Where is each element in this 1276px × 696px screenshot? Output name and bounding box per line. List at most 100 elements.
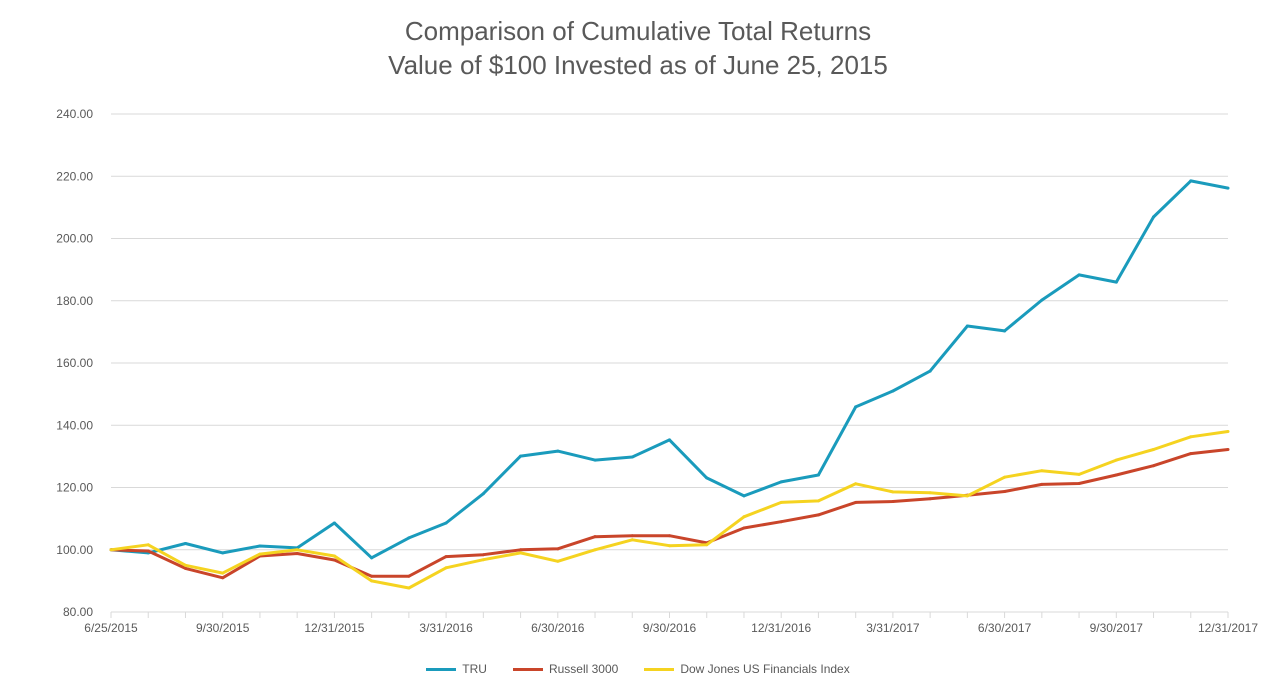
data-point [705,543,709,547]
legend-swatch [426,667,457,671]
data-point [481,558,485,562]
y-tick-label: 220.00 [56,169,93,183]
legend-label: Dow Jones US Financials Index [680,662,850,676]
data-point [221,576,225,580]
x-tick-label: 12/31/2017 [1198,621,1258,635]
data-point [1003,329,1007,333]
data-point [407,574,411,578]
data-point [370,579,374,583]
data-point [668,438,671,442]
data-point [742,526,746,530]
data-point [556,449,560,453]
data-point [854,482,858,486]
y-tick-label: 180.00 [56,294,93,308]
data-point [1152,464,1156,468]
y-tick-label: 200.00 [56,232,93,246]
data-point [1040,298,1044,302]
data-point [854,405,858,409]
y-tick-label: 240.00 [56,107,93,121]
data-point [332,558,336,562]
data-point [630,455,634,459]
data-point [1077,481,1081,485]
x-tick-label: 3/31/2017 [866,621,920,635]
data-point [221,551,225,555]
data-point [519,548,523,552]
data-point [891,490,895,494]
data-point [630,538,634,542]
data-point [891,500,895,504]
data-point [779,520,783,524]
chart-title-block: Comparison of Cumulative Total Returns V… [0,14,1276,82]
data-point [928,369,932,373]
y-tick-label: 80.00 [63,605,93,619]
data-point [444,566,448,570]
data-point [779,500,783,504]
data-point [965,324,969,328]
x-tick-label: 6/30/2017 [978,621,1032,635]
legend-item: TRU [426,662,487,676]
data-point [295,548,299,552]
y-tick-label: 120.00 [56,481,93,495]
data-point [370,556,374,560]
data-point [928,491,932,495]
data-point [1189,435,1193,439]
data-point [593,535,597,539]
data-point [1114,473,1118,477]
data-point [668,534,671,538]
legend-swatch [644,667,675,671]
data-point [556,559,560,563]
series-line-russell-3000 [110,448,1229,580]
data-point [481,553,485,557]
x-tick-label: 9/30/2016 [643,621,697,635]
data-point [556,547,560,551]
data-point [519,454,523,458]
data-point [1003,490,1007,494]
data-point [1077,273,1081,277]
legend-item: Dow Jones US Financials Index [644,662,850,676]
data-point [705,476,709,480]
data-point [1114,280,1118,284]
data-point [593,458,597,462]
data-point [109,548,113,552]
data-point [407,536,411,540]
data-point [668,544,671,548]
data-point [519,551,523,555]
data-point [1152,448,1156,452]
x-tick-label: 9/30/2017 [1090,621,1144,635]
chart-title: Comparison of Cumulative Total Returns [404,16,872,46]
data-point [965,494,969,498]
data-point [630,534,634,538]
data-point [1077,472,1081,476]
data-point [816,513,820,517]
x-tick-label: 6/30/2016 [531,621,585,635]
legend-item: Russell 3000 [512,662,619,676]
data-point [370,574,374,578]
data-point [1040,469,1044,473]
data-point [444,521,448,525]
data-point [891,389,895,393]
data-point [258,544,262,548]
series-line-dow-jones-us-financials-index [110,430,1229,590]
data-point [444,555,448,559]
data-point [1189,179,1193,183]
data-point [816,499,820,503]
legend: TRU Russell 3000 Dow Jones US Financials I… [0,662,1276,676]
legend-label: Russell 3000 [548,662,619,676]
data-point [1152,215,1156,219]
data-point [593,548,597,552]
x-tick-label: 12/31/2015 [304,621,364,635]
data-point [928,497,932,501]
data-point [1114,458,1118,462]
y-tick-label: 100.00 [56,543,93,557]
x-tick-label: 3/31/2016 [419,621,473,635]
data-point [183,542,187,546]
y-tick-label: 160.00 [56,356,93,370]
data-point [1003,475,1007,479]
data-point [742,515,746,519]
data-point [742,494,746,498]
data-point [183,566,187,570]
legend-swatch [512,667,543,671]
data-point [1226,429,1230,433]
legend-label: TRU [462,662,487,676]
